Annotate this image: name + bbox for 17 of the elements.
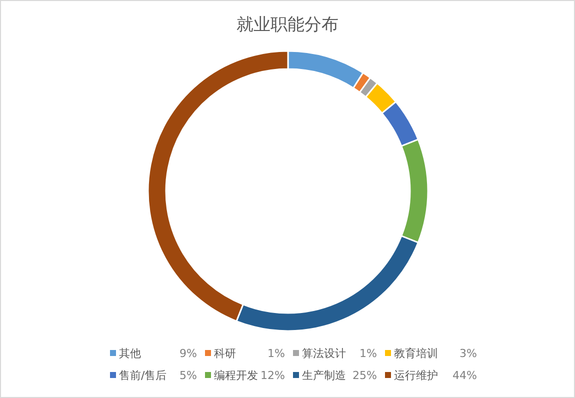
data-label: 1% xyxy=(360,347,377,360)
data-label: 25% xyxy=(352,369,377,382)
data-label: 1% xyxy=(268,347,285,360)
chart-title: 就业职能分布 xyxy=(236,15,338,35)
legend-label: 售前/售后 xyxy=(119,369,167,382)
legend-label: 算法设计 xyxy=(302,347,346,360)
legend-label: 编程开发 xyxy=(214,369,258,382)
data-label: 9% xyxy=(180,347,197,360)
data-label: 44% xyxy=(452,369,477,382)
legend-label: 运行维护 xyxy=(394,369,438,382)
legend-label: 其他 xyxy=(119,347,141,360)
data-label: 3% xyxy=(460,347,477,360)
legend-label: 教育培训 xyxy=(394,347,438,360)
legend-label: 科研 xyxy=(214,347,236,360)
legend-label: 生产制造 xyxy=(302,369,346,382)
data-label: 12% xyxy=(260,369,285,382)
data-label: 5% xyxy=(180,369,197,382)
